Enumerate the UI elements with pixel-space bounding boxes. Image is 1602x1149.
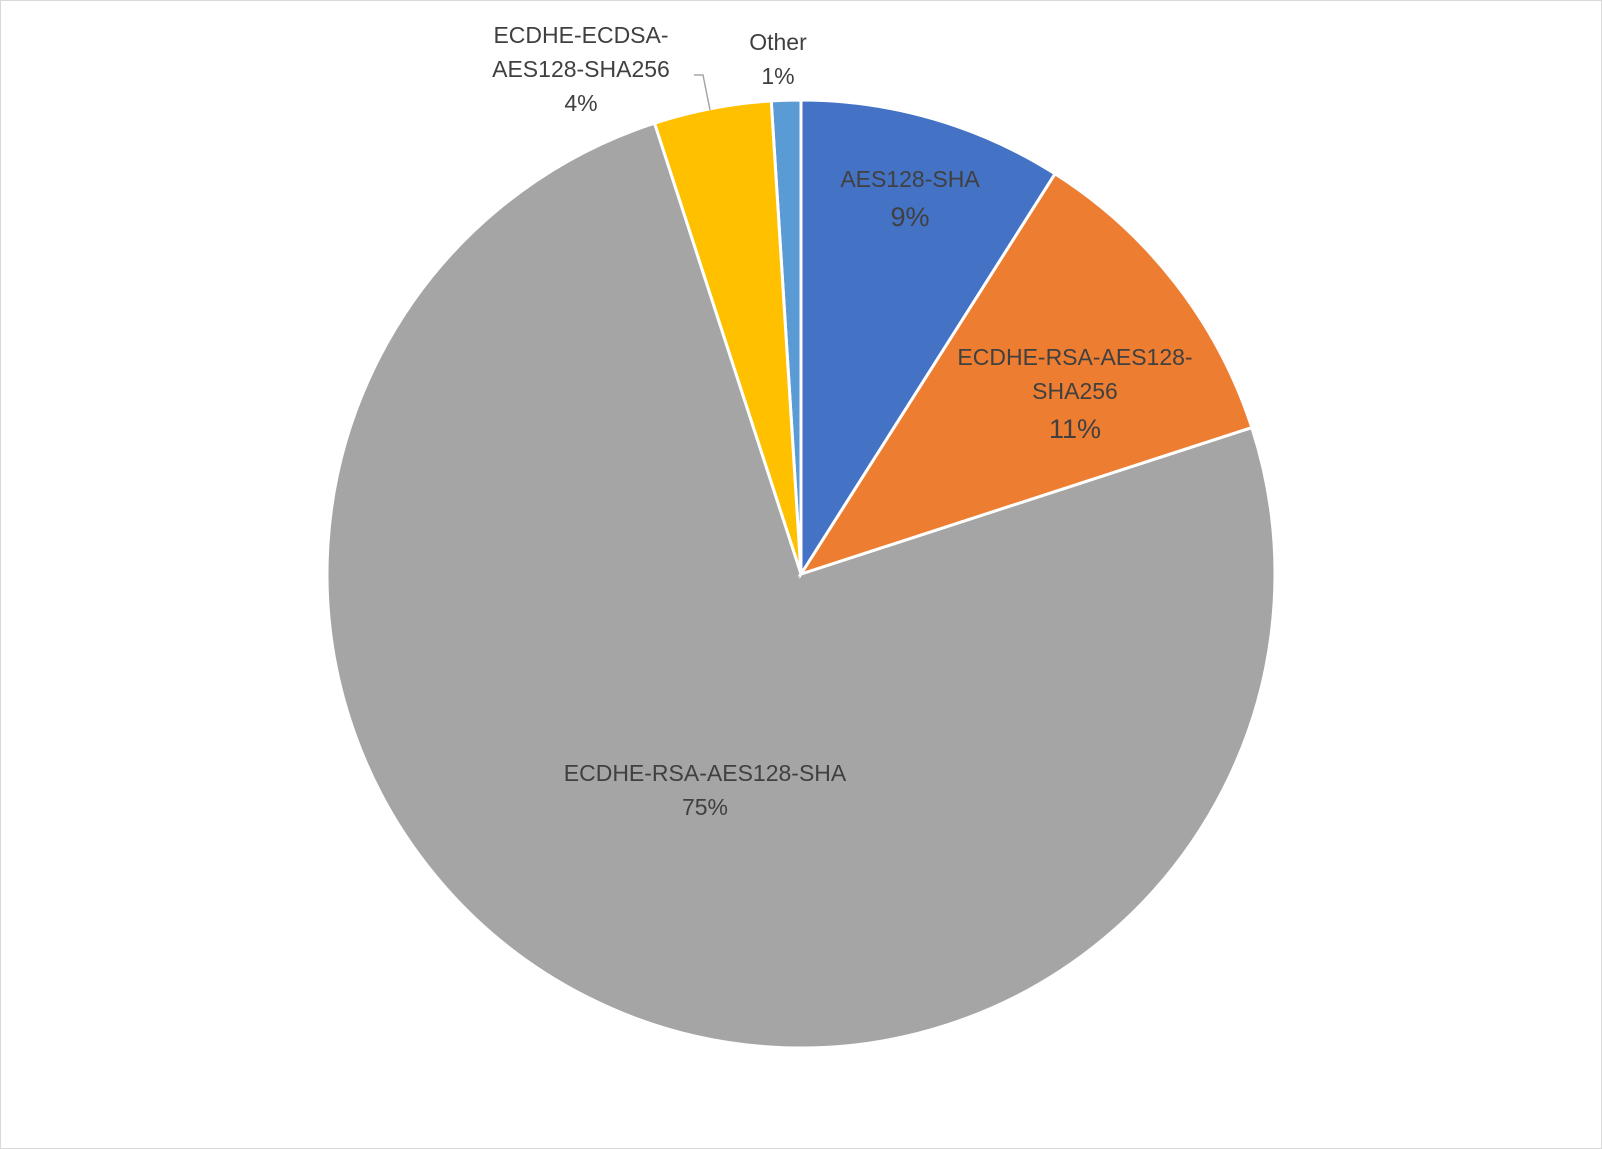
pie-slice <box>799 98 1058 580</box>
slice-value: 11% <box>1048 414 1102 444</box>
slice-name: ECDHE-RSA-AES128-SHA <box>563 760 847 786</box>
slice-value: 1% <box>761 63 795 89</box>
slice-name: Other <box>749 29 807 55</box>
data-label: ECDHE-RSA-AES128-SHA 75% <box>535 756 875 824</box>
pie-slice <box>797 171 1254 577</box>
data-label: ECDHE-ECDSA-AES128-SHA256 4% <box>466 18 696 120</box>
pie-slice <box>325 121 1277 1050</box>
slice-value: 4% <box>564 90 598 116</box>
slice-value: 75% <box>681 794 729 820</box>
slice-name: ECDHE-ECDSA-AES128-SHA256 <box>492 22 670 82</box>
slice-name: AES128-SHA <box>840 166 980 192</box>
data-label: Other 1% <box>718 25 838 93</box>
slice-value: 9% <box>890 202 930 232</box>
leader-line <box>694 74 711 111</box>
slice-name: ECDHE-RSA-AES128-SHA256 <box>957 344 1193 404</box>
data-label: ECDHE-RSA-AES128-SHA256 11% <box>945 340 1205 446</box>
data-label: AES128-SHA 9% <box>800 162 1020 234</box>
